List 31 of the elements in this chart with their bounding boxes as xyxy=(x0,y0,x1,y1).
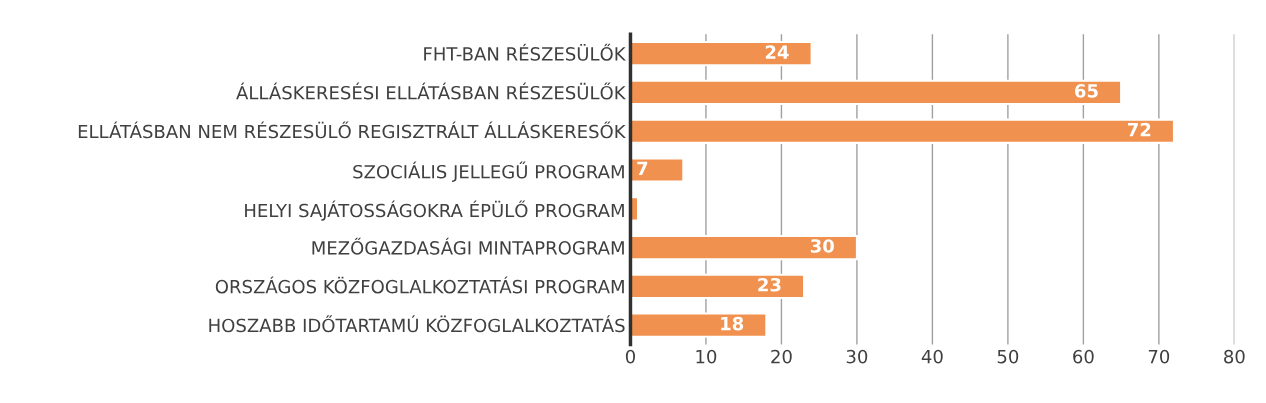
bar xyxy=(630,79,1123,106)
bar xyxy=(630,157,685,183)
bar xyxy=(630,273,806,300)
bar xyxy=(630,312,768,338)
data-label: 30 xyxy=(810,239,834,253)
data-label: 23 xyxy=(758,277,781,292)
y-tick-label: SZOCIÁLIS JELLEGŰ PROGRAM xyxy=(353,161,624,182)
x-tick-label: 10 xyxy=(696,349,717,364)
data-label: 72 xyxy=(1127,122,1151,137)
data-label: 65 xyxy=(1075,84,1098,98)
y-tick-label: ELLÁTÁSBAN NEM RÉSZESÜLŐ REGISZTRÁLT ÁLLÁSKERESŐK xyxy=(78,121,626,139)
y-tick-label: FHT-BAN RÉSZESÜLŐK xyxy=(424,43,626,61)
y-tick-label: ÁLLÁSKERESÉSI ELLÁTÁSBAN RÉSZESÜLŐK xyxy=(236,82,626,100)
y-tick-label: HOSZABB IDŐTARTAMÚ KÖZFOGLALKOZTATÁS xyxy=(209,315,625,333)
x-tick-label: 20 xyxy=(771,349,792,364)
data-label: 24 xyxy=(765,45,789,59)
y-tick-label: MEZŐGAZDASÁGI MINTAPROGRAM xyxy=(312,237,624,255)
bar xyxy=(630,118,1175,144)
x-tick-label: 40 xyxy=(921,349,943,364)
x-tick-label: 60 xyxy=(1073,349,1094,364)
y-tick-label: HELYI SAJÁTOSSÁGOKRA ÉPÜLŐ PROGRAM xyxy=(245,200,624,221)
x-tick-label: 80 xyxy=(1224,349,1245,364)
x-tick-label: 70 xyxy=(1148,349,1170,364)
bar xyxy=(630,40,813,67)
data-label: 7 xyxy=(637,161,648,175)
x-tick-label: 50 xyxy=(997,349,1019,364)
x-tick-label: 30 xyxy=(846,349,868,364)
x-tick-label: 0 xyxy=(625,349,636,364)
y-tick-label: ORSZÁGOS KÖZFOGLALKOZTATÁSI PROGRAM xyxy=(215,276,624,294)
data-label: 18 xyxy=(721,316,744,331)
bar xyxy=(630,234,858,261)
